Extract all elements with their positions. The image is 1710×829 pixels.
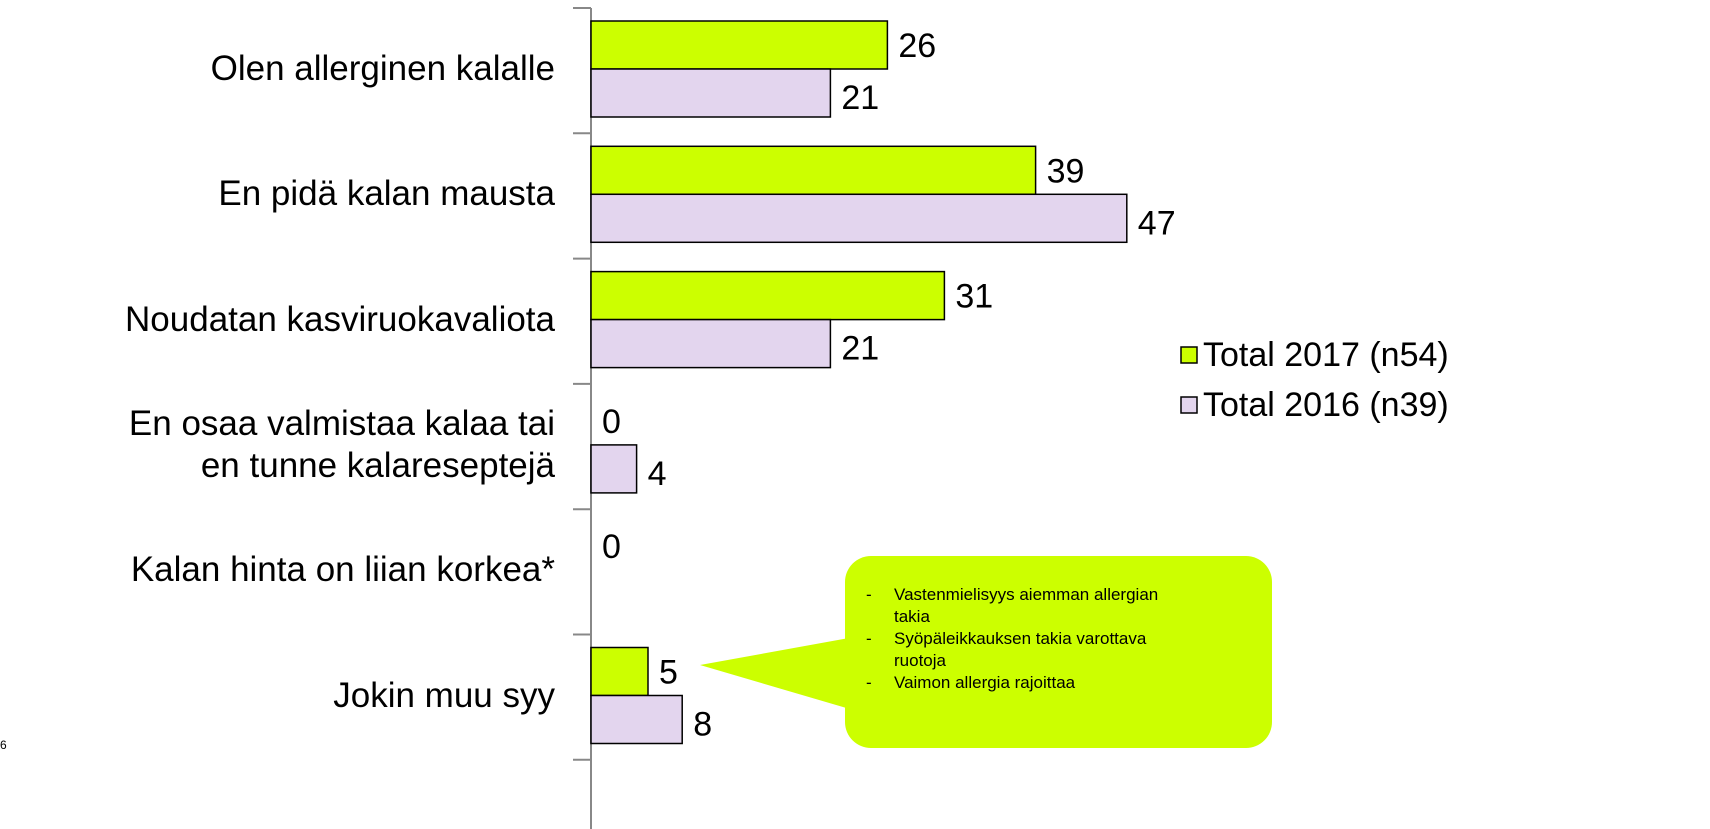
- bar: [590, 444, 638, 494]
- category-label: En pidä kalan mausta: [218, 174, 555, 214]
- value-label: 8: [693, 705, 712, 743]
- legend-label: Total 2016 (n39): [1203, 386, 1449, 424]
- value-label: 21: [841, 79, 879, 117]
- callout-pointer: [700, 636, 860, 712]
- bar: [590, 270, 946, 321]
- bar: [590, 646, 649, 697]
- callout-item: Vastenmielisyys aiemman allergian takia: [862, 584, 1192, 628]
- value-label: 31: [955, 278, 993, 316]
- callout-item: Vaimon allergia rajoittaa: [862, 672, 1192, 694]
- value-label: 47: [1138, 204, 1176, 242]
- category-label: Kalan hinta on liian korkea*: [130, 550, 555, 590]
- value-label: 4: [648, 455, 667, 493]
- bar: [590, 694, 683, 745]
- page-number: 6: [0, 738, 7, 752]
- legend-swatch: [1180, 346, 1198, 364]
- value-label: 0: [602, 403, 621, 441]
- category-label: Olen allerginen kalalle: [210, 49, 555, 88]
- legend-swatch: [1180, 396, 1198, 414]
- value-label: 5: [659, 653, 678, 691]
- value-label: 0: [602, 528, 621, 566]
- bar: [590, 193, 1128, 244]
- category-label: Noudatan kasviruokavaliota: [125, 299, 555, 339]
- category-label: Jokin muu syy: [333, 675, 555, 715]
- legend-label: Total 2017 (n54): [1203, 336, 1449, 374]
- bar: [590, 145, 1037, 196]
- bar: [590, 20, 889, 70]
- bar: [590, 318, 832, 369]
- value-label: 39: [1047, 152, 1085, 190]
- value-label: 26: [898, 27, 936, 65]
- bar: [590, 68, 832, 118]
- value-label: 21: [841, 330, 879, 368]
- callout-list: Vastenmielisyys aiemman allergian takiaS…: [862, 584, 1192, 694]
- category-label: En osaa valmistaa kalaa tai en tunne kal…: [128, 403, 555, 485]
- callout-item: Syöpäleikkauksen takia varottava ruotoja: [862, 628, 1192, 672]
